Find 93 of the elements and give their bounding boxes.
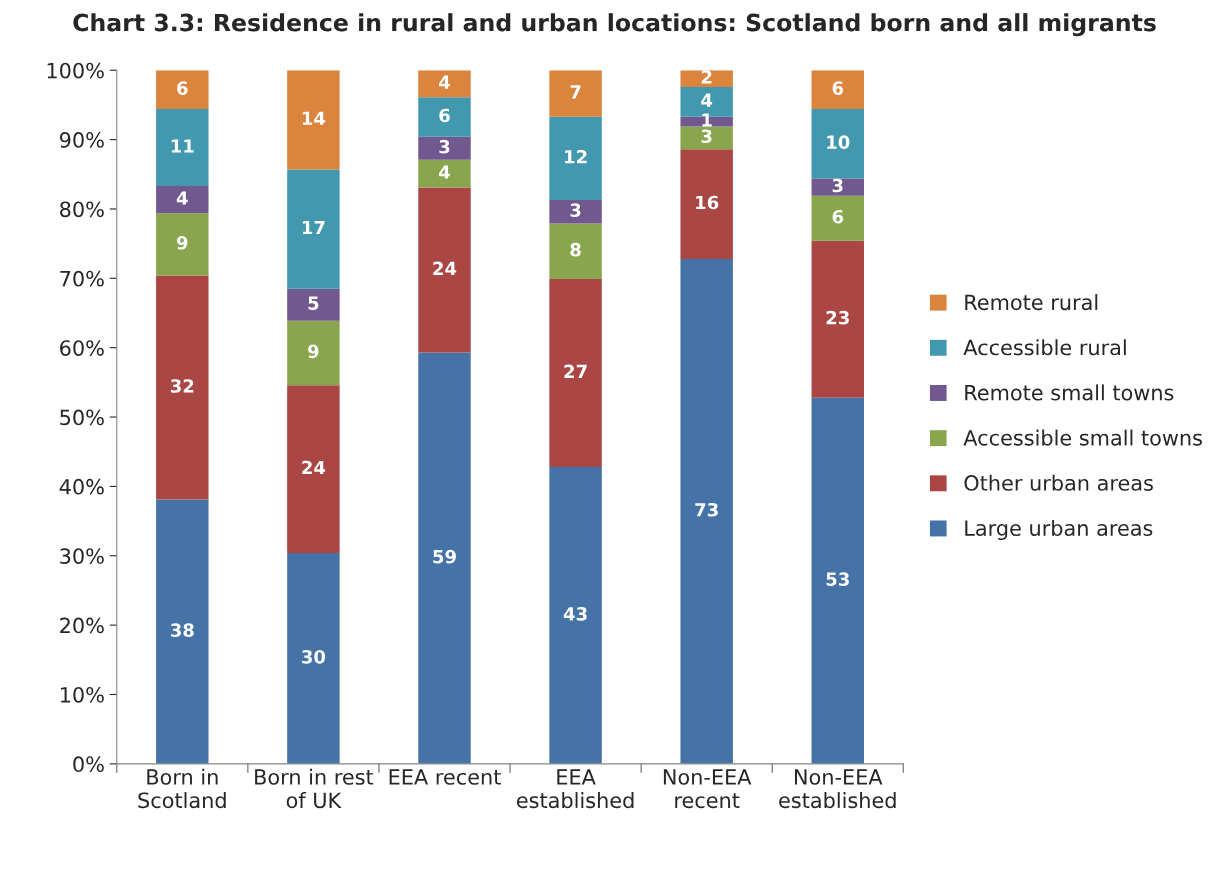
data-label: 4 [439, 165, 450, 179]
data-label: 23 [826, 310, 849, 325]
x-tick-label: EEA recent [389, 769, 501, 785]
bar [156, 186, 209, 214]
bar [287, 169, 340, 289]
bar [156, 109, 209, 187]
bar [811, 70, 864, 110]
bar [811, 195, 864, 241]
data-label: 24 [433, 261, 457, 275]
legend-label: Large urban areas [965, 519, 1153, 541]
data-label: 6 [832, 209, 844, 224]
data-label: 27 [564, 364, 587, 378]
bar [680, 149, 733, 259]
x-tick-label: Born in rest of UK [255, 768, 374, 809]
data-label: 12 [565, 149, 587, 164]
data-label: 24 [302, 460, 326, 475]
data-label: 3 [832, 178, 843, 193]
bar [549, 70, 602, 117]
y-tick-label: 70% [60, 270, 104, 287]
bar [418, 187, 471, 353]
data-label: 9 [176, 235, 188, 250]
data-label: 38 [170, 623, 194, 637]
legend-label: Accessible small towns [963, 429, 1202, 446]
data-label: 4 [439, 75, 450, 89]
bar [811, 178, 864, 196]
legend-label: Other urban areas [964, 474, 1153, 491]
y-tick-label: 50% [60, 409, 104, 426]
data-label: 10 [827, 135, 850, 149]
bar [549, 466, 602, 764]
bar [418, 70, 471, 98]
y-tick-label: 40% [59, 478, 104, 495]
y-tick-label: 60% [60, 340, 104, 356]
y-tick-label: 100% [47, 62, 104, 79]
legend-label: Remote small towns [965, 384, 1174, 401]
bar [418, 352, 471, 764]
bar [549, 279, 602, 467]
bar [680, 258, 733, 764]
data-label: 4 [701, 93, 713, 107]
data-label: 43 [563, 607, 587, 621]
y-tick-label: 90% [59, 132, 104, 148]
chart-title: Chart 3.3: Residence in rural and urban locations: Scotland born and all migrants [73, 13, 1156, 37]
bar [287, 288, 340, 321]
bar [549, 116, 602, 200]
data-label: 9 [308, 344, 319, 359]
data-label: 16 [696, 195, 719, 210]
data-label: 2 [701, 70, 712, 84]
data-label: 6 [832, 81, 844, 95]
bar [811, 109, 864, 179]
x-tick-label: Non-EEA recent [663, 769, 752, 809]
bar [418, 136, 471, 160]
bar [811, 397, 864, 764]
data-label: 32 [170, 379, 194, 393]
bar [680, 126, 733, 150]
bar [287, 385, 340, 553]
bar [287, 320, 340, 386]
bar [549, 199, 602, 224]
data-label: 3 [570, 203, 581, 217]
data-label: 3 [701, 129, 712, 144]
x-tick-label: EEA established [516, 769, 634, 809]
data-label: 73 [695, 502, 718, 517]
legend-label: Remote rural [965, 294, 1098, 311]
bar [156, 213, 209, 276]
data-label: 14 [302, 111, 326, 125]
bar [811, 240, 864, 398]
bar [418, 97, 471, 137]
data-label: 6 [439, 108, 450, 123]
data-label: 1 [702, 113, 712, 127]
x-tick-label: Non-EEA established [779, 769, 896, 809]
data-label: 5 [308, 296, 319, 310]
data-label: 3 [439, 139, 450, 154]
legend-label: Accessible rural [963, 339, 1126, 356]
bar [287, 70, 340, 170]
data-label: 8 [570, 242, 581, 257]
bar [549, 223, 602, 280]
data-label: 11 [171, 139, 194, 153]
data-label: 7 [570, 85, 581, 99]
data-label: 6 [177, 81, 188, 95]
data-label: 30 [302, 650, 326, 664]
y-tick-label: 20% [60, 617, 104, 634]
bar [156, 70, 209, 110]
y-tick-label: 80% [60, 201, 104, 218]
bar [156, 275, 209, 500]
data-label: 59 [433, 549, 456, 564]
bar [418, 159, 471, 188]
bar [156, 499, 209, 764]
data-label: 17 [302, 220, 325, 235]
y-tick-label: 0% [73, 756, 104, 773]
bar [287, 553, 340, 764]
data-label: 53 [826, 572, 849, 586]
data-label: 4 [176, 191, 188, 205]
x-tick-label: Born in Scotland [138, 768, 226, 809]
y-tick-label: 10% [60, 686, 104, 703]
y-tick-label: 30% [60, 548, 104, 564]
